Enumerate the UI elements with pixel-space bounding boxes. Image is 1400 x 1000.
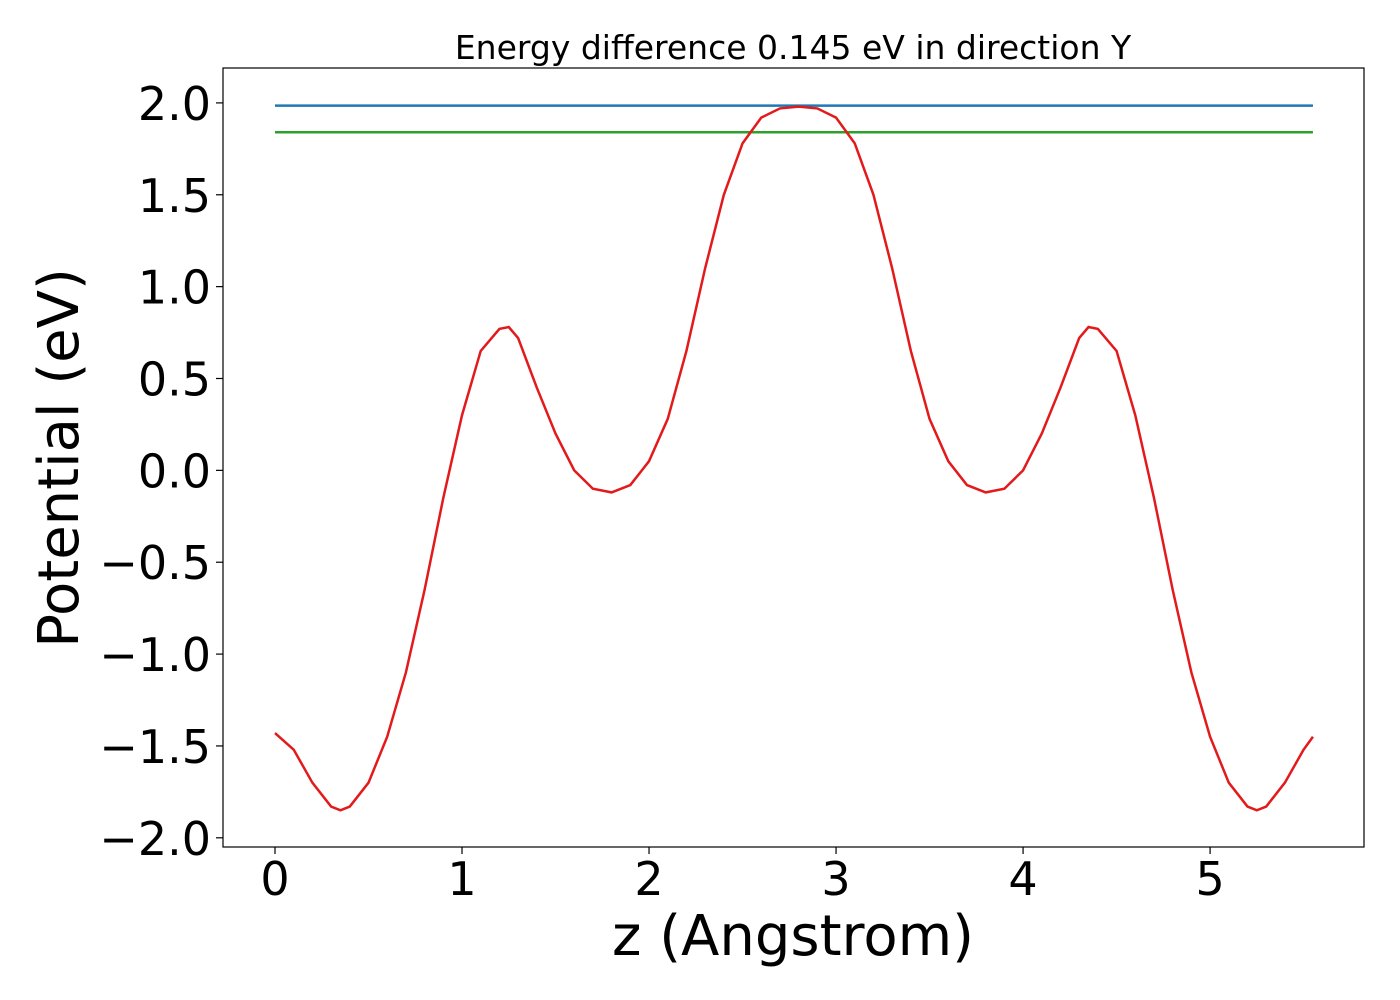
plot-frame	[222, 67, 1365, 848]
y-tick-label: −1.0	[99, 628, 211, 682]
y-tick-label: 1.0	[138, 261, 211, 315]
x-tick-label: 4	[1008, 852, 1037, 906]
x-tick-label: 5	[1195, 852, 1224, 906]
y-tick-label: −0.5	[99, 536, 211, 590]
data-line	[274, 105, 1314, 812]
y-tick-label: 1.5	[138, 169, 211, 223]
y-axis-label: Potential (eV)	[27, 268, 92, 648]
y-tick-label: −2.0	[99, 812, 211, 866]
chart-title: Energy difference 0.145 eV in direction …	[455, 28, 1132, 67]
y-tick-label: −1.5	[99, 720, 211, 774]
x-tick-label: 1	[447, 852, 476, 906]
x-tick-label: 0	[260, 852, 289, 906]
x-tick-label: 3	[821, 852, 850, 906]
y-tick-label: 2.0	[138, 77, 211, 131]
x-axis-label: z (Angstrom)	[612, 904, 974, 969]
y-tick-label: 0.5	[138, 352, 211, 406]
x-tick-label: 2	[634, 852, 663, 906]
y-tick-label: 0.0	[138, 444, 211, 498]
